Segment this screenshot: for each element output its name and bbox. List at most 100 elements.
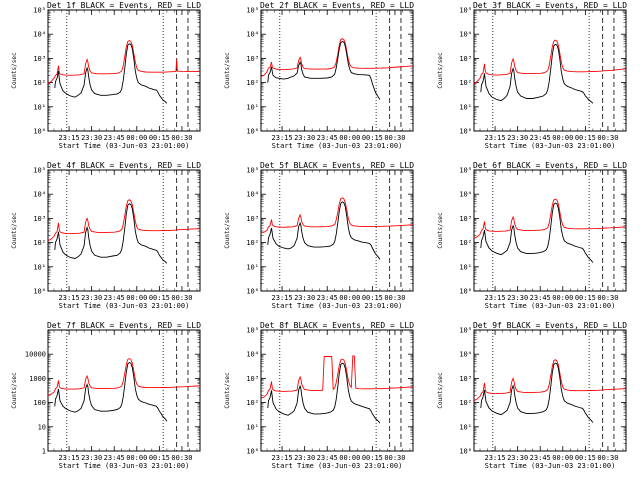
y-tick-label: 10² [459,79,472,87]
panel-det-2: Det 2f BLACK = Events, RED = LLD 10⁰ 10¹ 10… [224,1,414,150]
panel-det-9: Det 9f BLACK = Events, RED = LLD 10⁰ 10¹ 10… [437,321,627,470]
y-tick-label: 10¹ [459,103,472,111]
plot-frame [260,169,414,292]
y-tick-label: 10⁴ [246,31,259,39]
y-tick-label: 10⁴ [459,191,472,199]
y-tick-label: 10³ [459,215,472,223]
y-tick-label: 10000 [25,351,46,359]
x-tick-label: 00:30 [384,294,405,302]
x-tick-label: 23:15 [59,294,80,302]
panel-title: Det 8f BLACK = Events, RED = LLD [260,321,414,330]
panel-title: Det 4f BLACK = Events, RED = LLD [47,161,201,170]
x-tick-label: 23:15 [272,134,293,142]
y-tick-label: 10⁴ [33,191,46,199]
y-axis-label: Counts/sec [224,212,231,249]
lld-series-line [47,199,201,242]
x-tick-label: 00:15 [362,134,383,142]
events-series-line [267,201,381,260]
y-tick-label: 10⁴ [33,31,46,39]
panel-title: Det 7f BLACK = Events, RED = LLD [47,321,201,330]
y-tick-label: 10³ [33,215,46,223]
x-tick-label: 23:45 [317,454,338,462]
y-tick-label: 10¹ [33,263,46,271]
y-tick-label: 10⁰ [459,288,472,296]
y-tick-label: 10² [246,239,259,247]
x-tick-label: 00:15 [149,294,170,302]
plot-frame [47,169,201,292]
panel-title: Det 9f BLACK = Events, RED = LLD [473,321,627,330]
panel-det-1: Det 1f BLACK = Events, RED = LLD 10⁰ 10¹ 10… [11,1,201,150]
x-tick-label: 23:15 [59,454,80,462]
x-tick-label: 23:30 [81,294,102,302]
y-tick-label: 10⁵ [459,167,472,175]
y-tick-label: 10³ [33,55,46,63]
panel-title: Det 1f BLACK = Events, RED = LLD [47,1,201,10]
y-axis-label: Counts/sec [224,372,231,409]
x-tick-label: 00:15 [362,294,383,302]
x-tick-label: 23:15 [272,454,293,462]
x-tick-label: 23:45 [530,454,551,462]
x-tick-label: 23:45 [104,454,125,462]
x-axis-label: Start Time (03-Jun-03 23:01:00) [272,462,403,470]
x-tick-label: 23:15 [485,134,506,142]
x-tick-label: 00:30 [384,454,405,462]
y-tick-label: 10⁰ [246,288,259,296]
plot-frame [473,9,627,132]
x-tick-label: 00:00 [339,294,360,302]
x-tick-label: 23:45 [104,134,125,142]
x-axis-label: Start Time (03-Jun-03 23:01:00) [485,462,616,470]
x-tick-label: 00:15 [149,454,170,462]
x-tick-label: 23:15 [272,294,293,302]
panel-title: Det 5f BLACK = Events, RED = LLD [260,161,414,170]
y-tick-label: 10⁰ [246,128,259,136]
y-tick-label: 10⁰ [459,128,472,136]
x-axis-label: Start Time (03-Jun-03 23:01:00) [485,142,616,150]
x-tick-label: 23:45 [104,294,125,302]
y-tick-label: 10² [33,79,46,87]
x-tick-label: 23:45 [530,134,551,142]
y-tick-label: 10⁵ [459,7,472,15]
y-tick-label: 10¹ [246,263,259,271]
plot-frame [47,9,201,132]
x-tick-label: 23:30 [294,134,315,142]
plot-frame [47,329,201,452]
y-tick-label: 10⁵ [246,327,259,335]
plot-frame [260,329,414,452]
x-axis-label: Start Time (03-Jun-03 23:01:00) [272,302,403,310]
plot-frame [473,169,627,292]
x-axis-label: Start Time (03-Jun-03 23:01:00) [59,302,190,310]
lld-series-line [473,198,627,239]
y-tick-label: 10³ [459,55,472,63]
y-tick-label: 10⁵ [33,167,46,175]
events-series-line [267,362,381,424]
y-axis-label: Counts/sec [437,52,444,89]
x-tick-label: 23:45 [317,294,338,302]
x-tick-label: 23:15 [485,454,506,462]
x-tick-label: 23:45 [530,294,551,302]
y-tick-label: 10² [459,239,472,247]
y-tick-label: 10¹ [246,423,259,431]
x-axis-label: Start Time (03-Jun-03 23:01:00) [272,142,403,150]
y-tick-label: 10 [38,423,46,431]
y-tick-label: 10⁰ [459,448,472,456]
y-tick-label: 10³ [246,375,259,383]
events-series-line [54,203,168,264]
x-tick-label: 23:30 [507,294,528,302]
lld-series-line [473,39,627,85]
y-tick-label: 10⁵ [33,7,46,15]
x-tick-label: 00:30 [171,294,192,302]
x-tick-label: 00:15 [149,134,170,142]
x-tick-label: 23:30 [81,454,102,462]
x-tick-label: 00:00 [552,134,573,142]
y-tick-label: 10² [459,399,472,407]
y-tick-label: 10⁵ [246,7,259,15]
y-tick-label: 10² [246,399,259,407]
x-tick-label: 23:30 [81,134,102,142]
x-tick-label: 00:15 [575,134,596,142]
events-series-line [54,362,168,422]
y-axis-label: Counts/sec [224,52,231,89]
x-tick-label: 23:15 [485,294,506,302]
panel-det-4: Det 4f BLACK = Events, RED = LLD 10⁰ 10¹ 10… [11,161,201,310]
panel-det-7: Det 7f BLACK = Events, RED = LLD 1 10 100 10… [11,321,201,470]
